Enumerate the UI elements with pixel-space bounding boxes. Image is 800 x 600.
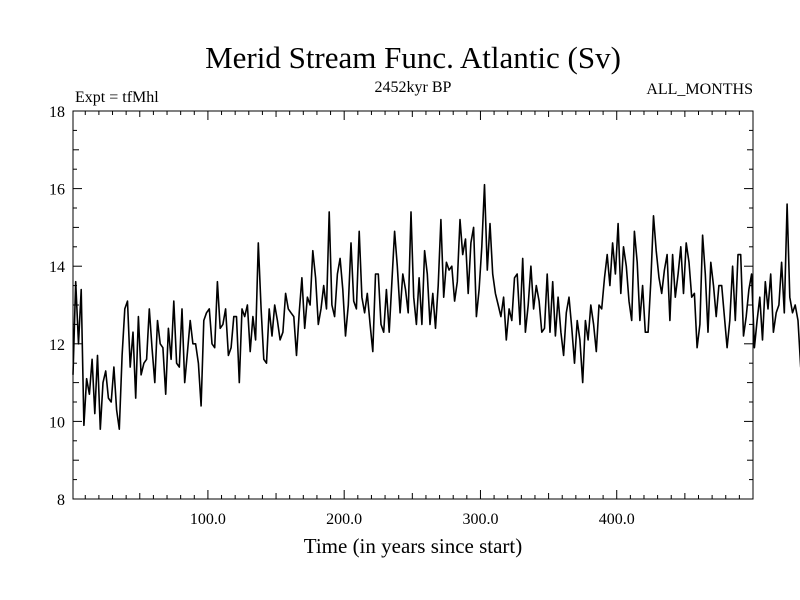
y-tick-label: 16 bbox=[49, 182, 65, 199]
subtitle-right: ALL_MONTHS bbox=[646, 81, 753, 98]
x-tick-labels: 100.0 200.0 300.0 400.0 bbox=[190, 511, 635, 528]
x-tick-label: 300.0 bbox=[462, 511, 498, 528]
y-tick-label: 14 bbox=[49, 259, 65, 276]
subtitle-left: Expt = tfMhl bbox=[75, 89, 159, 106]
y-tick-label: 12 bbox=[49, 337, 65, 354]
y-tick-label: 18 bbox=[49, 104, 65, 121]
y-tick-label: 8 bbox=[57, 492, 65, 509]
x-tick-label: 100.0 bbox=[190, 511, 226, 528]
y-tick-labels: 8 10 12 14 16 18 bbox=[49, 104, 65, 509]
plot-frame bbox=[72, 110, 754, 500]
subtitle-center: 2452kyr BP bbox=[375, 79, 452, 96]
tick-group bbox=[73, 111, 753, 499]
x-tick-label: 200.0 bbox=[326, 511, 362, 528]
y-tick-label: 10 bbox=[49, 414, 65, 431]
chart-title: Merid Stream Func. Atlantic (Sv) bbox=[205, 40, 621, 75]
x-tick-label: 400.0 bbox=[599, 511, 635, 528]
x-axis-label: Time (in years since start) bbox=[304, 534, 523, 558]
series-line bbox=[72, 183, 800, 431]
